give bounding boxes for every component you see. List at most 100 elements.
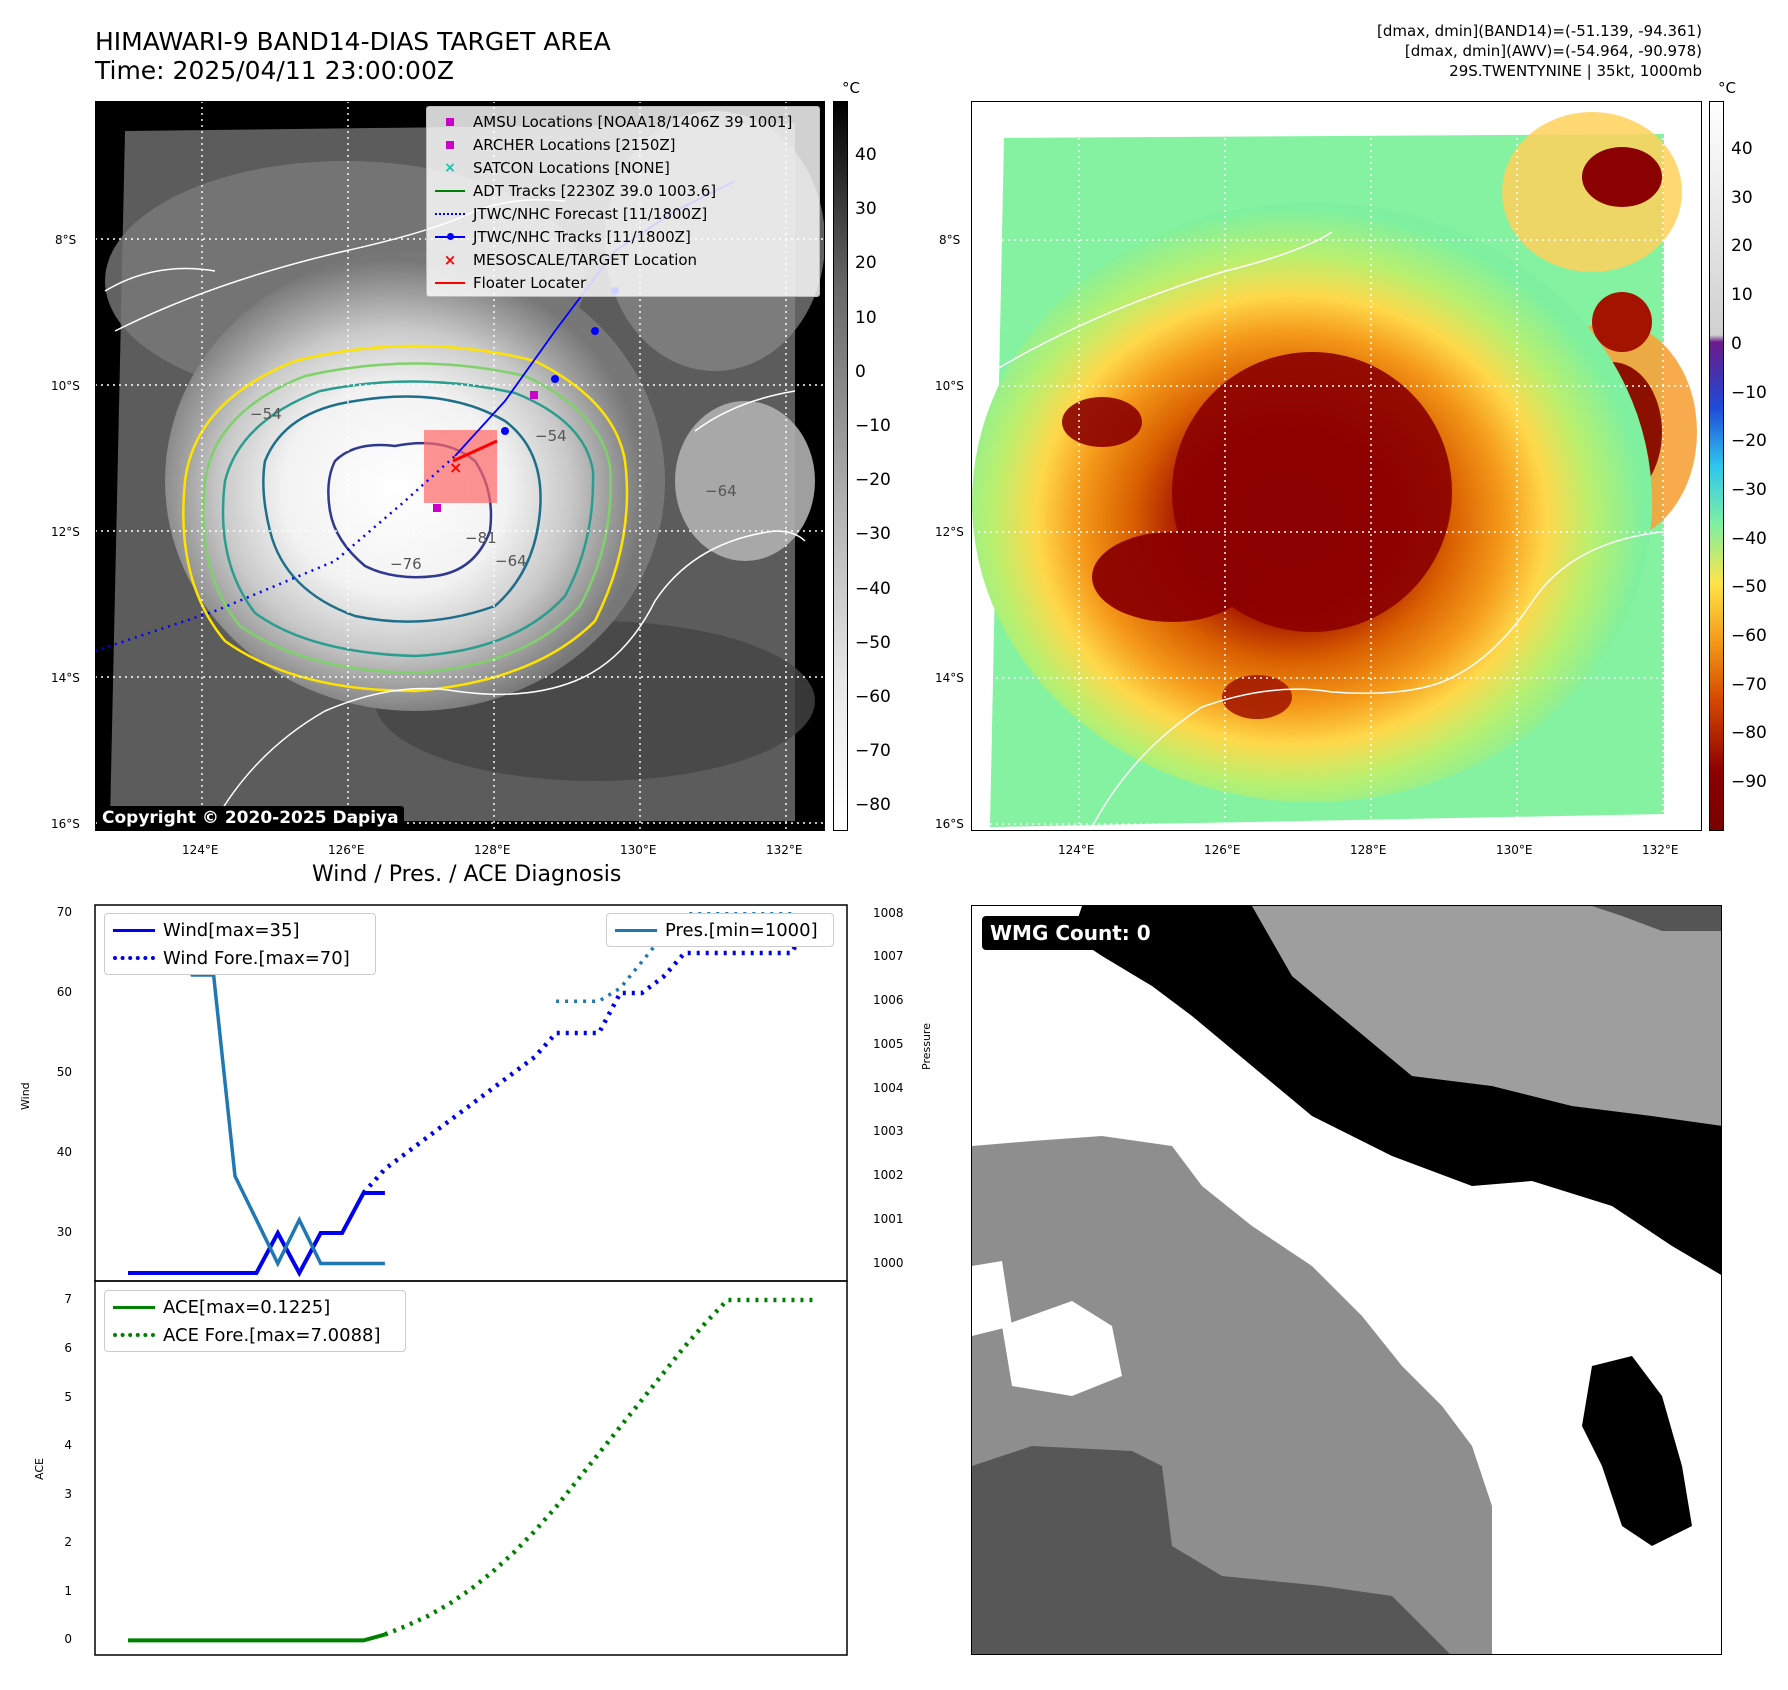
color-lon-label: 132°E <box>1642 843 1679 857</box>
color-colorbar-tick: −60 <box>1731 626 1767 646</box>
info-awv: [dmax, dmin](AWV)=(-54.964, -90.978) <box>1404 42 1702 60</box>
color-gridlines <box>972 102 1701 830</box>
chart-time: Time: 2025/04/11 23:00:00Z <box>95 56 454 85</box>
pressure-y-tick: 1007 <box>873 949 904 964</box>
legend-archer: ARCHER Locations [2150Z] <box>427 133 819 156</box>
legend-jtwc-tracks: JTWC/NHC Tracks [11/1800Z] <box>427 225 819 248</box>
ace-series-line <box>128 1632 386 1643</box>
pressure-y-tick: 1008 <box>873 905 904 920</box>
ir-colorbar-tick: −80 <box>855 795 891 816</box>
ir-lat-label: 12°S <box>51 525 80 539</box>
color-lat-label: 14°S <box>935 671 964 685</box>
wind-y-tick: 70 <box>56 905 72 919</box>
legend-adt: ADT Tracks [2230Z 39.0 1003.6] <box>427 179 819 202</box>
ir-colorbar-tick: 20 <box>855 253 877 274</box>
ir-colorbar <box>833 101 848 831</box>
ir-lat-label: 10°S <box>51 379 80 393</box>
color-colorbar-tick: 30 <box>1731 187 1753 208</box>
x-red-icon: × <box>443 250 457 269</box>
ir-colorbar-tick: −20 <box>855 470 891 491</box>
color-map-panel <box>971 101 1702 831</box>
dotted-blue-icon <box>105 956 163 960</box>
ir-lon-label: 128°E <box>474 843 511 857</box>
chart-title: HIMAWARI-9 BAND14-DIAS TARGET AREA <box>95 27 611 56</box>
ace-y-tick: 5 <box>64 1389 72 1404</box>
wind-y-tick: 50 <box>56 1065 72 1079</box>
color-colorbar-tick: 10 <box>1731 285 1753 306</box>
ir-map-panel: −54 −64 −76 −81 −64 −54 × <box>94 101 825 831</box>
square-magenta-icon <box>427 140 473 149</box>
color-colorbar-tick: −40 <box>1731 528 1767 549</box>
line-green-icon <box>105 1305 163 1309</box>
legend-amsu: AMSU Locations [NOAA18/1406Z 39 1001] <box>427 110 819 133</box>
color-map-svg <box>972 102 1701 830</box>
ir-lon-label: 124°E <box>182 843 219 857</box>
ir-map-legend: AMSU Locations [NOAA18/1406Z 39 1001] AR… <box>426 106 820 297</box>
ir-colorbar-tick: −10 <box>855 416 891 436</box>
ace-y-tick: 3 <box>64 1486 72 1501</box>
line-blue-icon <box>105 928 163 932</box>
ir-colorbar-tick: −30 <box>855 524 891 545</box>
ir-lat-label: 16°S <box>51 817 80 831</box>
color-colorbar-tick: −10 <box>1731 382 1767 403</box>
color-colorbar-tick: −50 <box>1731 577 1767 598</box>
wmg-gray-top <box>1252 906 1721 1126</box>
wmg-panel: WMG Count: 0 <box>971 905 1722 1655</box>
color-colorbar-unit: °C <box>1718 79 1736 97</box>
ir-lon-label: 126°E <box>328 843 365 857</box>
ace-plot-frame <box>94 1280 848 1656</box>
color-colorbar-tick: 20 <box>1731 236 1753 257</box>
info-band14: [dmax, dmin](BAND14)=(-51.139, -94.361) <box>1377 22 1702 40</box>
ace-y-tick: 6 <box>64 1341 72 1355</box>
wmg-dark-land <box>972 1446 1450 1654</box>
pressure-y-tick: 1005 <box>873 1036 904 1051</box>
color-colorbar-tick: −80 <box>1731 723 1767 744</box>
line-steelblue-icon <box>607 928 665 932</box>
ir-colorbar-unit: °C <box>842 79 860 97</box>
diagnosis-title: Wind / Pres. / ACE Diagnosis <box>312 862 622 887</box>
ir-colorbar-tick: −60 <box>855 687 891 707</box>
contour-label-5: −64 <box>705 482 737 500</box>
color-colorbar-tick: −70 <box>1731 674 1767 695</box>
wmg-map-svg <box>972 906 1721 1654</box>
copyright-label: Copyright © 2020-2025 Dapiya <box>97 806 404 830</box>
dotted-blue-icon <box>427 212 473 215</box>
wmg-black-band <box>1072 906 1721 1275</box>
wmg-count-badge: WMG Count: 0 <box>982 916 1159 950</box>
color-colorbar-tick: 0 <box>1731 333 1742 354</box>
ir-lat-label: 8°S <box>55 233 77 247</box>
floater-box <box>424 430 497 503</box>
ir-colorbar-tick: 40 <box>855 145 877 165</box>
contour-label-4: −81 <box>465 529 497 547</box>
legend-target: × MESOSCALE/TARGET Location <box>427 248 819 271</box>
pressure-y-tick: 1003 <box>873 1124 904 1139</box>
ace-y-tick: 7 <box>64 1292 72 1307</box>
pressure-y-tick: 1001 <box>873 1211 904 1226</box>
square-magenta-icon <box>427 117 473 126</box>
ace-legend: ACE[max=0.1225] ACE Fore.[max=7.0088] <box>104 1290 406 1352</box>
pressure-y-tick: 1006 <box>873 993 904 1008</box>
color-lat-label: 10°S <box>935 379 964 393</box>
pressure-y-tick: 1004 <box>873 1080 904 1095</box>
color-lat-label: 12°S <box>935 525 964 539</box>
x-cyan-icon: × <box>444 159 456 176</box>
legend-pres: Pres.[min=1000] <box>607 916 833 944</box>
ir-lon-label: 130°E <box>620 843 657 857</box>
ace-forecast-line <box>384 1297 813 1637</box>
pressure-legend: Pres.[min=1000] <box>606 913 834 947</box>
pressure-y-tick: 1000 <box>873 1255 904 1270</box>
storm-cloud-shield <box>165 251 665 711</box>
color-colorbar-tick: −20 <box>1731 431 1767 452</box>
wind-y-tick: 40 <box>56 1145 72 1159</box>
contour-label-1: −54 <box>250 405 282 423</box>
ir-colorbar-tick: −50 <box>855 632 891 653</box>
archer-marker <box>433 504 441 512</box>
legend-wind: Wind[max=35] <box>105 916 375 944</box>
ir-colorbar-tick: 10 <box>855 307 877 328</box>
legend-ace: ACE[max=0.1225] <box>105 1293 405 1321</box>
wind-legend: Wind[max=35] Wind Fore.[max=70] <box>104 913 376 975</box>
contour-label-3: −76 <box>390 555 422 573</box>
color-colorbar-tick: −90 <box>1731 772 1767 793</box>
pressure-forecast-line <box>556 911 815 1003</box>
